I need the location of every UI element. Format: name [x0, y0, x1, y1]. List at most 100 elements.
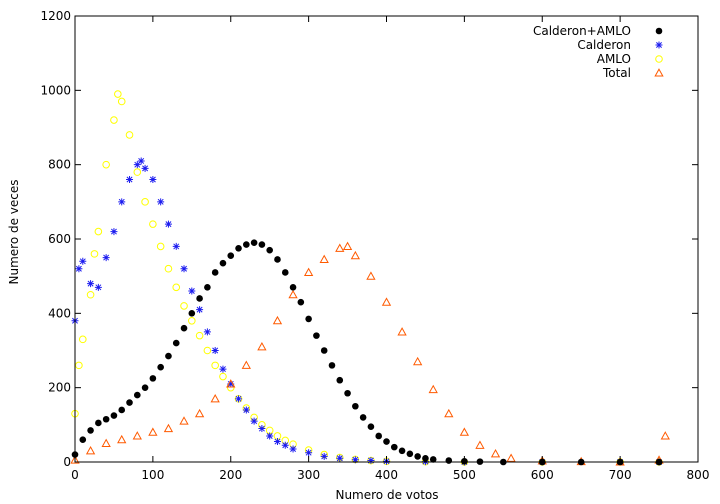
data-point [114, 90, 122, 98]
data-point [375, 432, 383, 440]
x-tick-label: 500 [453, 468, 476, 482]
data-point [164, 220, 172, 228]
data-point [390, 443, 398, 451]
data-point [352, 402, 359, 410]
data-point [210, 393, 220, 403]
data-point [94, 227, 103, 236]
data-point [281, 441, 289, 449]
data-point [490, 448, 501, 458]
data-point [305, 449, 313, 457]
data-point [444, 408, 454, 418]
data-point [428, 384, 438, 394]
data-point [219, 365, 227, 373]
y-tick-label: 1200 [40, 9, 71, 23]
data-point [336, 454, 344, 462]
data-point [313, 332, 320, 339]
series-0 [71, 239, 663, 466]
data-point [305, 315, 312, 323]
data-point [126, 176, 134, 184]
axes [74, 15, 699, 463]
data-point [660, 431, 670, 440]
data-point [250, 417, 258, 425]
data-point [101, 438, 111, 447]
tick-labels: 0 100 200 300 400 500 600 700 800 0 200 400 600 800 10… [40, 9, 709, 482]
y-tick-label: 600 [48, 232, 71, 246]
x-tick-label: 400 [375, 468, 398, 482]
data-point [141, 164, 149, 172]
data-point [250, 239, 258, 247]
data-point [406, 450, 414, 458]
data-point [148, 427, 158, 436]
data-point [179, 416, 189, 425]
data-point [297, 298, 305, 306]
data-point [86, 290, 95, 299]
data-point [194, 408, 205, 418]
data-point [272, 315, 283, 325]
data-point [95, 419, 102, 427]
data-point [141, 198, 149, 206]
data-point [195, 331, 204, 340]
data-point [211, 347, 219, 354]
data-point [126, 399, 133, 406]
x-axis-label: Numero de votos [335, 488, 438, 502]
data-point [110, 228, 118, 236]
data-point [219, 259, 227, 267]
data-point [90, 250, 99, 258]
x-tick-label: 300 [297, 468, 320, 482]
data-point [165, 352, 172, 360]
data-point [288, 289, 298, 299]
data-point [243, 241, 250, 248]
data-point [125, 131, 134, 139]
data-point [188, 316, 196, 325]
data-point [257, 341, 267, 351]
y-tick-label: 800 [48, 158, 71, 172]
data-point [133, 161, 141, 169]
data-point [344, 389, 351, 397]
data-point [266, 246, 273, 254]
data-point [117, 97, 126, 106]
x-tick-label: 0 [71, 468, 79, 482]
data-point [102, 160, 110, 169]
x-tick-label: 200 [219, 468, 242, 482]
data-point [203, 328, 211, 336]
data-point [336, 376, 344, 384]
data-point [227, 252, 235, 260]
legend-label: Total [602, 66, 631, 80]
legend-marker [655, 41, 663, 49]
data-point [429, 456, 437, 463]
data-point [102, 254, 110, 262]
data-point [110, 412, 118, 419]
data-point [242, 406, 250, 414]
data-point [196, 295, 203, 302]
x-tick-label: 700 [609, 468, 632, 482]
legend-marker [655, 55, 663, 63]
data-point [87, 427, 94, 434]
data-point [94, 283, 102, 291]
data-point [351, 456, 359, 464]
data-point [335, 243, 345, 252]
data-point [78, 335, 87, 344]
data-point [445, 457, 453, 464]
data-point [366, 271, 376, 280]
data-point [118, 198, 126, 206]
data-point [381, 297, 392, 306]
data-point [180, 302, 188, 310]
data-point [219, 372, 227, 381]
data-point [79, 436, 87, 444]
data-point [289, 284, 297, 291]
data-point [102, 415, 110, 423]
data-point [235, 395, 243, 403]
data-point [367, 423, 375, 430]
data-point [163, 423, 174, 433]
data-point [203, 346, 212, 355]
data-point [274, 256, 281, 263]
data-point [342, 241, 353, 250]
data-point [133, 168, 142, 176]
data-point [359, 414, 367, 421]
data-point [204, 284, 211, 291]
data-point [132, 431, 142, 440]
data-point [172, 339, 180, 347]
data-point [87, 280, 95, 288]
